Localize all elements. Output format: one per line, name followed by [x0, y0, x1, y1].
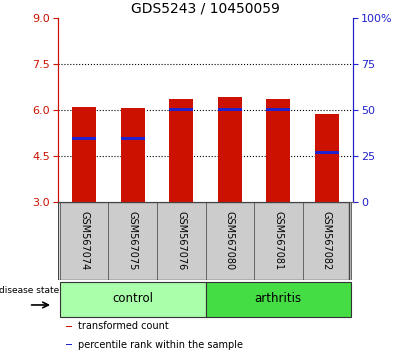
Bar: [206, 282, 351, 316]
Bar: [67, 344, 72, 345]
Bar: [302, 202, 351, 280]
Bar: [315, 114, 339, 202]
Bar: [157, 202, 206, 280]
Text: disease state: disease state: [0, 286, 59, 295]
Bar: [206, 202, 254, 280]
Text: GSM567081: GSM567081: [273, 211, 283, 270]
Text: GSM567076: GSM567076: [176, 211, 186, 270]
Bar: [120, 137, 145, 141]
Bar: [60, 282, 206, 316]
Bar: [266, 99, 291, 202]
Text: transformed count: transformed count: [78, 321, 169, 331]
Bar: [120, 108, 145, 202]
Bar: [72, 137, 96, 141]
Bar: [72, 107, 96, 202]
Bar: [67, 326, 72, 327]
Bar: [169, 99, 193, 202]
Bar: [218, 108, 242, 111]
Text: percentile rank within the sample: percentile rank within the sample: [78, 340, 243, 350]
Bar: [109, 202, 157, 280]
Bar: [315, 150, 339, 154]
Text: GSM567074: GSM567074: [79, 211, 89, 270]
Text: GSM567080: GSM567080: [225, 211, 235, 270]
Text: GSM567082: GSM567082: [322, 211, 332, 270]
Bar: [254, 202, 302, 280]
Bar: [266, 108, 291, 111]
Bar: [60, 202, 109, 280]
Text: arthritis: arthritis: [255, 292, 302, 305]
Bar: [218, 97, 242, 202]
Bar: [169, 108, 193, 111]
Text: GSM567075: GSM567075: [128, 211, 138, 270]
Text: control: control: [112, 292, 153, 305]
Title: GDS5243 / 10450059: GDS5243 / 10450059: [131, 1, 280, 15]
